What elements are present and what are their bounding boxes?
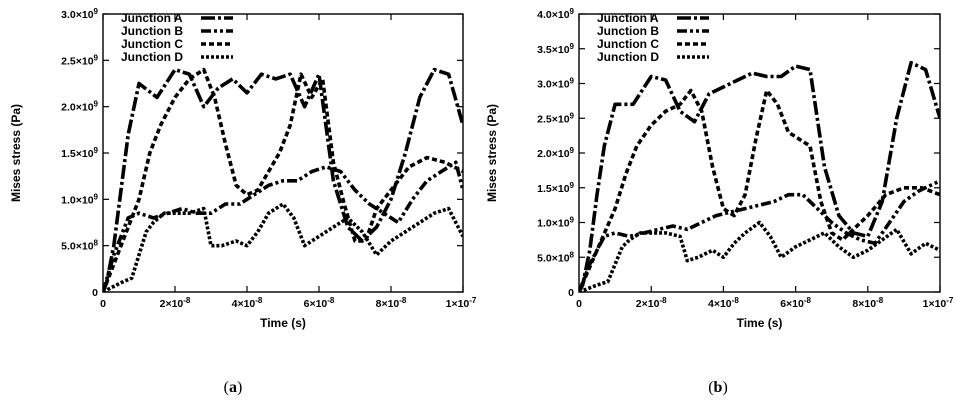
x-tick-label: 1×10-7 [923,296,954,310]
y-tick-label: 2.0×109 [537,146,574,160]
legend-label: Junction D [597,50,659,64]
y-tick-label: 2.5×109 [537,111,574,125]
legend-label: Junction C [597,37,659,51]
x-tick-label: 8×10-8 [852,296,883,310]
y-tick-label: 3.0×109 [61,7,98,21]
y-tick-label: 1.5×109 [537,181,574,195]
x-tick-label: 6×10-8 [780,296,811,310]
y-tick-label: 0 [568,287,574,299]
x-tick-label: 0 [100,298,106,310]
x-tick-label: 4×10-8 [232,296,263,310]
legend-label: Junction B [597,24,659,38]
panel-label: (b) [708,379,728,396]
series-line-junction-d [103,202,463,292]
series-line-junction-c [103,67,463,292]
y-tick-label: 2.5×109 [61,53,98,67]
x-tick-label: 0 [576,298,582,310]
chart-panel-a: 0 5.0×108 1.0×109 1.5×109 2.0×109 2.5×109 3.0×… [9,7,477,396]
series-line-junction-d [579,220,940,292]
legend-label: Junction A [121,11,183,25]
x-axis-title: Time (s) [737,316,783,330]
y-tick-label: 1.0×109 [61,192,98,206]
y-tick-label: 2.0×109 [61,100,98,114]
y-axis-title: Mises stress (Pa) [9,104,23,202]
y-tick-label: 5.0×108 [537,250,574,264]
y-tick-label: 1.5×109 [61,146,98,160]
x-tick-label: 2×10-8 [160,296,191,310]
y-tick-label: 4.0×109 [537,7,574,21]
series-line-junction-a [579,60,940,292]
y-tick-label: 0 [92,287,98,299]
legend-label: Junction C [121,37,183,51]
x-tick-label: 1×10-7 [446,296,477,310]
series-line-junction-b [103,160,463,292]
series-line-junction-c [579,88,940,292]
series-line-junction-b [579,179,940,292]
y-tick-label: 1.0×109 [537,216,574,230]
legend-label: Junction A [597,11,659,25]
x-tick-label: 8×10-8 [376,296,407,310]
x-tick-label: 4×10-8 [708,296,739,310]
y-tick-label: 5.0×108 [61,239,98,253]
y-tick-label: 3.0×109 [537,77,574,91]
legend-label: Junction B [121,24,183,38]
x-tick-label: 2×10-8 [636,296,667,310]
x-axis-title: Time (s) [260,316,306,330]
panel-label: (a) [224,379,243,396]
x-tick-label: 6×10-8 [304,296,335,310]
series-line-junction-a [103,67,463,292]
legend-label: Junction D [121,50,183,64]
y-tick-label: 3.5×109 [537,42,574,56]
y-axis-title: Mises stress (Pa) [485,104,499,202]
chart-panel-b: 0 5.0×108 1.0×109 1.5×109 2.0×109 2.5×109 3.0×… [485,7,954,396]
